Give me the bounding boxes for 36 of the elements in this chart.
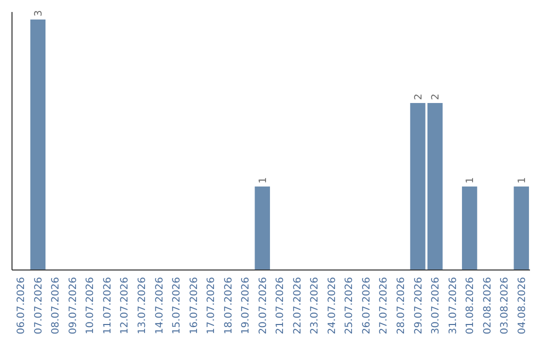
data-label: 2 — [430, 94, 442, 100]
data-label: 1 — [516, 177, 528, 184]
x-tick-label: 21.07.2026 — [275, 277, 286, 334]
x-tick-label: 09.07.2026 — [68, 277, 79, 334]
x-tick-label: 13.07.2026 — [137, 277, 148, 334]
data-label: 1 — [258, 177, 269, 184]
x-tick-label: 29.07.2026 — [413, 277, 424, 334]
x-tick-label: 28.07.2026 — [396, 277, 407, 334]
x-tick-label: 15.07.2026 — [172, 277, 183, 334]
x-tick-label: 27.07.2026 — [378, 277, 390, 334]
x-tick-label: 23.07.2026 — [310, 277, 321, 334]
x-tick-label: 07.07.2026 — [33, 277, 44, 334]
data-label: 3 — [33, 10, 44, 17]
x-tick-label: 31.07.2026 — [448, 277, 459, 334]
x-tick-label: 17.07.2026 — [206, 277, 218, 334]
x-tick-label: 25.07.2026 — [344, 277, 356, 334]
x-tick-label: 01.08.2026 — [465, 277, 476, 334]
x-tick-label: 20.07.2026 — [258, 277, 269, 334]
x-tick-label: 10.07.2026 — [85, 277, 96, 334]
x-tick-label: 19.07.2026 — [240, 277, 252, 334]
x-tick-label: 22.07.2026 — [292, 277, 304, 334]
x-tick-label: 14.07.2026 — [154, 277, 166, 334]
x-tick-label: 02.08.2026 — [482, 277, 494, 334]
x-tick-label: 08.07.2026 — [50, 277, 62, 334]
x-tick-label: 18.07.2026 — [223, 277, 234, 334]
x-tick-label: 26.07.2026 — [361, 277, 372, 334]
x-tick-label: 24.07.2026 — [326, 277, 338, 334]
x-tick-label: 30.07.2026 — [430, 277, 442, 334]
x-tick-label: 06.07.2026 — [16, 277, 28, 334]
x-tick-label: 12.07.2026 — [120, 277, 131, 334]
x-tick-label: 16.07.2026 — [188, 277, 200, 334]
data-label: 2 — [413, 94, 424, 100]
x-tick-label: 04.08.2026 — [516, 277, 528, 334]
x-tick-label: 03.08.2026 — [500, 277, 511, 334]
data-label: 1 — [465, 177, 476, 184]
x-tick-label: 11.07.2026 — [102, 277, 114, 334]
